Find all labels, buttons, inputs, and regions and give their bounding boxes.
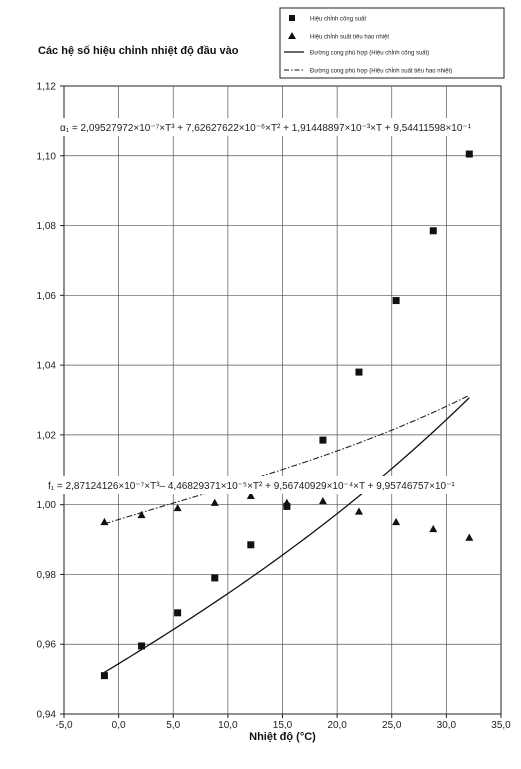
x-tick-label: 20,0: [327, 720, 347, 731]
fit-curve-power: [104, 397, 470, 673]
chart-title: Các hệ số hiệu chỉnh nhiệt độ đầu vào: [38, 45, 239, 57]
heat-rate-point: [210, 498, 219, 506]
heat-rate-point: [246, 491, 255, 499]
y-tick-label: 0,98: [37, 570, 57, 581]
x-tick-label: 35,0: [491, 720, 511, 731]
x-axis-label: Nhiệt độ (°C): [249, 731, 316, 743]
y-tick-label: 1,00: [37, 500, 57, 511]
y-tick-label: 1,04: [37, 361, 57, 372]
power-point: [355, 368, 363, 376]
equation-heat-rate: f₁ = 2,87124126×10⁻⁷×T³– 4,46829371×10⁻⁵…: [48, 481, 455, 492]
heat-rate-point: [392, 517, 401, 526]
power-point: [211, 574, 219, 582]
x-tick-label: 0,0: [112, 720, 126, 731]
x-tick-label: 5,0: [166, 720, 180, 731]
heat-rate-point: [429, 524, 438, 533]
power-point: [392, 297, 400, 305]
equation-bg: [46, 476, 486, 494]
legend-label: Đường cong phù hợp (Hiệu chỉnh suất tiêu…: [310, 68, 452, 75]
legend-square-marker: [289, 15, 295, 21]
heat-rate-point: [173, 503, 182, 512]
equation-power: α₁ = 2,09527972×10⁻⁷×T³ + 7,62627622×10⁻…: [60, 123, 472, 134]
heat-rate-point: [354, 507, 363, 515]
legend-box: [279, 7, 505, 79]
x-tick-label: -5,0: [55, 720, 73, 731]
power-point: [174, 609, 182, 617]
heat-rate-point: [137, 510, 146, 519]
heat-rate-point: [318, 496, 327, 505]
y-tick-label: 0,96: [37, 640, 57, 651]
y-tick-label: 1,10: [37, 151, 57, 162]
x-tick-label: 30,0: [437, 720, 457, 731]
power-point: [100, 672, 108, 680]
y-tick-label: 1,12: [37, 82, 57, 93]
y-tick-label: 1,06: [37, 291, 57, 302]
legend-label: Đường cong phù hợp (Hiệu chỉnh công suất…: [310, 50, 429, 57]
power-point: [138, 642, 146, 650]
x-tick-label: 25,0: [382, 720, 402, 731]
power-point: [429, 227, 437, 235]
legend-label: Hiệu chỉnh công suất: [310, 16, 366, 23]
heat-rate-point: [465, 533, 474, 541]
legend-label: Hiệu chỉnh suất tiêu hao nhiệt: [310, 34, 389, 41]
heat-rate-point: [282, 498, 291, 506]
x-tick-label: 15,0: [273, 720, 293, 731]
equation-bg: [58, 118, 494, 136]
power-point: [247, 541, 255, 549]
x-tick-label: 10,0: [218, 720, 238, 731]
power-point: [283, 502, 291, 510]
y-tick-label: 0,94: [37, 710, 57, 721]
heat-rate-point: [100, 517, 109, 526]
y-tick-label: 1,08: [37, 221, 57, 232]
legend-triangle-marker: [288, 32, 296, 39]
y-tick-label: 1,02: [37, 430, 57, 441]
power-point: [319, 436, 327, 444]
power-point: [465, 150, 473, 158]
